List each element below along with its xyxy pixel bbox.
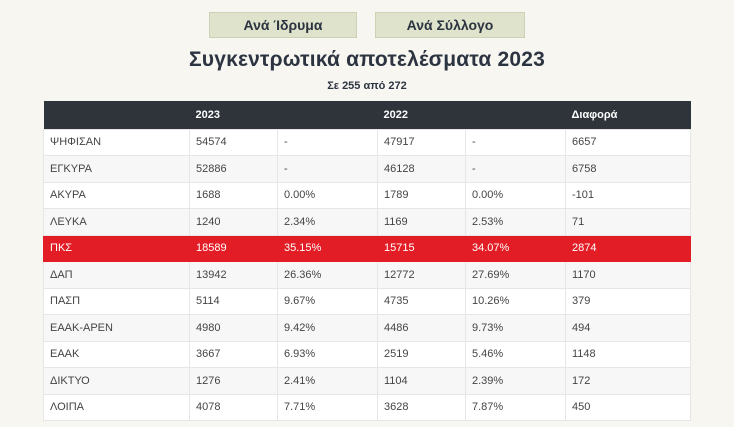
votes-2022: 1104 xyxy=(377,367,466,395)
page-subtitle: Σε 255 από 272 xyxy=(327,80,407,92)
percent-2022: 2.39% xyxy=(465,367,566,395)
difference: 1170 xyxy=(565,261,691,289)
percent-2023: - xyxy=(277,155,378,183)
percent-2023: 9.67% xyxy=(277,287,378,315)
votes-2023: 1688 xyxy=(189,181,278,209)
table-row: ΕΑΑΚ 3667 6.93% 2519 5.46% 1148 xyxy=(43,340,691,368)
party-name: ΛΟΙΠΑ xyxy=(43,393,190,421)
votes-2022: 15715 xyxy=(377,234,466,262)
page-title: Συγκεντρωτικά αποτελέσματα 2023 xyxy=(188,48,546,71)
percent-2022: 9.73% xyxy=(465,314,566,342)
party-name: ΛΕΥΚΑ xyxy=(43,208,190,236)
difference: 172 xyxy=(565,367,691,395)
header-2023: 2023 xyxy=(189,101,278,129)
tab-per-association[interactable]: Ανά Σύλλογο xyxy=(375,12,525,38)
votes-2022: 4486 xyxy=(377,314,466,342)
table-row: ΔΑΠ 13942 26.36% 12772 27.69% 1170 xyxy=(43,261,691,289)
percent-2022: 10.26% xyxy=(465,287,566,315)
header-2022-percent xyxy=(465,101,566,129)
votes-2022: 1789 xyxy=(377,181,466,209)
percent-2023: 2.34% xyxy=(277,208,378,236)
votes-2023: 18589 xyxy=(189,234,278,262)
votes-2023: 1240 xyxy=(189,208,278,236)
difference: 450 xyxy=(565,393,691,421)
votes-2022: 46128 xyxy=(377,155,466,183)
tab-per-institution[interactable]: Ανά Ίδρυμα xyxy=(209,12,357,38)
votes-2022: 47917 xyxy=(377,128,466,156)
percent-2023: 7.71% xyxy=(277,393,378,421)
difference: -101 xyxy=(565,181,691,209)
table-row: ΕΑΑΚ-ΑΡΕΝ 4980 9.42% 4486 9.73% 494 xyxy=(43,314,691,342)
votes-2022: 4735 xyxy=(377,287,466,315)
percent-2022: 34.07% xyxy=(465,234,566,262)
header-difference: Διαφορά xyxy=(565,101,691,129)
header-party xyxy=(43,101,190,129)
table-row: ΨΗΦΙΣΑΝ 54574 - 47917 - 6657 xyxy=(43,128,691,156)
percent-2023: 0.00% xyxy=(277,181,378,209)
percent-2023: 35.15% xyxy=(277,234,378,262)
votes-2023: 5114 xyxy=(189,287,278,315)
party-name: ΨΗΦΙΣΑΝ xyxy=(43,128,190,156)
table-row: ΠΑΣΠ 5114 9.67% 4735 10.26% 379 xyxy=(43,287,691,315)
party-name: ΔΙΚΤΥΟ xyxy=(43,367,190,395)
difference: 2874 xyxy=(565,234,691,262)
votes-2022: 1169 xyxy=(377,208,466,236)
votes-2022: 2519 xyxy=(377,340,466,368)
percent-2022: 0.00% xyxy=(465,181,566,209)
votes-2023: 13942 xyxy=(189,261,278,289)
votes-2023: 1276 xyxy=(189,367,278,395)
table-header-row: 2023 2022 Διαφορά xyxy=(43,101,691,129)
percent-2022: 7.87% xyxy=(465,393,566,421)
difference: 1148 xyxy=(565,340,691,368)
votes-2023: 54574 xyxy=(189,128,278,156)
votes-2023: 52886 xyxy=(189,155,278,183)
difference: 494 xyxy=(565,314,691,342)
percent-2023: 26.36% xyxy=(277,261,378,289)
percent-2023: 2.41% xyxy=(277,367,378,395)
party-name: ΔΑΠ xyxy=(43,261,190,289)
percent-2022: 27.69% xyxy=(465,261,566,289)
party-name: ΑΚΥΡΑ xyxy=(43,181,190,209)
party-name: ΕΑΑΚ xyxy=(43,340,190,368)
party-name: ΠΚΣ xyxy=(43,234,190,262)
party-name: ΕΑΑΚ-ΑΡΕΝ xyxy=(43,314,190,342)
table-row: ΕΓΚΥΡΑ 52886 - 46128 - 6758 xyxy=(43,155,691,183)
difference: 6758 xyxy=(565,155,691,183)
party-name: ΠΑΣΠ xyxy=(43,287,190,315)
results-table: 2023 2022 Διαφορά ΨΗΦΙΣΑΝ 54574 - 47917 … xyxy=(43,101,691,421)
difference: 71 xyxy=(565,208,691,236)
percent-2022: 5.46% xyxy=(465,340,566,368)
percent-2022: 2.53% xyxy=(465,208,566,236)
percent-2023: - xyxy=(277,128,378,156)
votes-2023: 4980 xyxy=(189,314,278,342)
votes-2022: 12772 xyxy=(377,261,466,289)
view-tabs: Ανά Ίδρυμα Ανά Σύλλογο xyxy=(0,12,734,38)
percent-2022: - xyxy=(465,155,566,183)
percent-2023: 9.42% xyxy=(277,314,378,342)
percent-2022: - xyxy=(465,128,566,156)
table-row: ΑΚΥΡΑ 1688 0.00% 1789 0.00% -101 xyxy=(43,181,691,209)
percent-2023: 6.93% xyxy=(277,340,378,368)
table-row: ΛΕΥΚΑ 1240 2.34% 1169 2.53% 71 xyxy=(43,208,691,236)
difference: 6657 xyxy=(565,128,691,156)
table-row: ΔΙΚΤΥΟ 1276 2.41% 1104 2.39% 172 xyxy=(43,367,691,395)
party-name: ΕΓΚΥΡΑ xyxy=(43,155,190,183)
difference: 379 xyxy=(565,287,691,315)
votes-2023: 3667 xyxy=(189,340,278,368)
votes-2022: 3628 xyxy=(377,393,466,421)
table-row: ΛΟΙΠΑ 4078 7.71% 3628 7.87% 450 xyxy=(43,393,691,421)
table-row-highlighted: ΠΚΣ 18589 35.15% 15715 34.07% 2874 xyxy=(43,234,691,262)
header-2023-percent xyxy=(277,101,378,129)
votes-2023: 4078 xyxy=(189,393,278,421)
header-2022: 2022 xyxy=(377,101,466,129)
